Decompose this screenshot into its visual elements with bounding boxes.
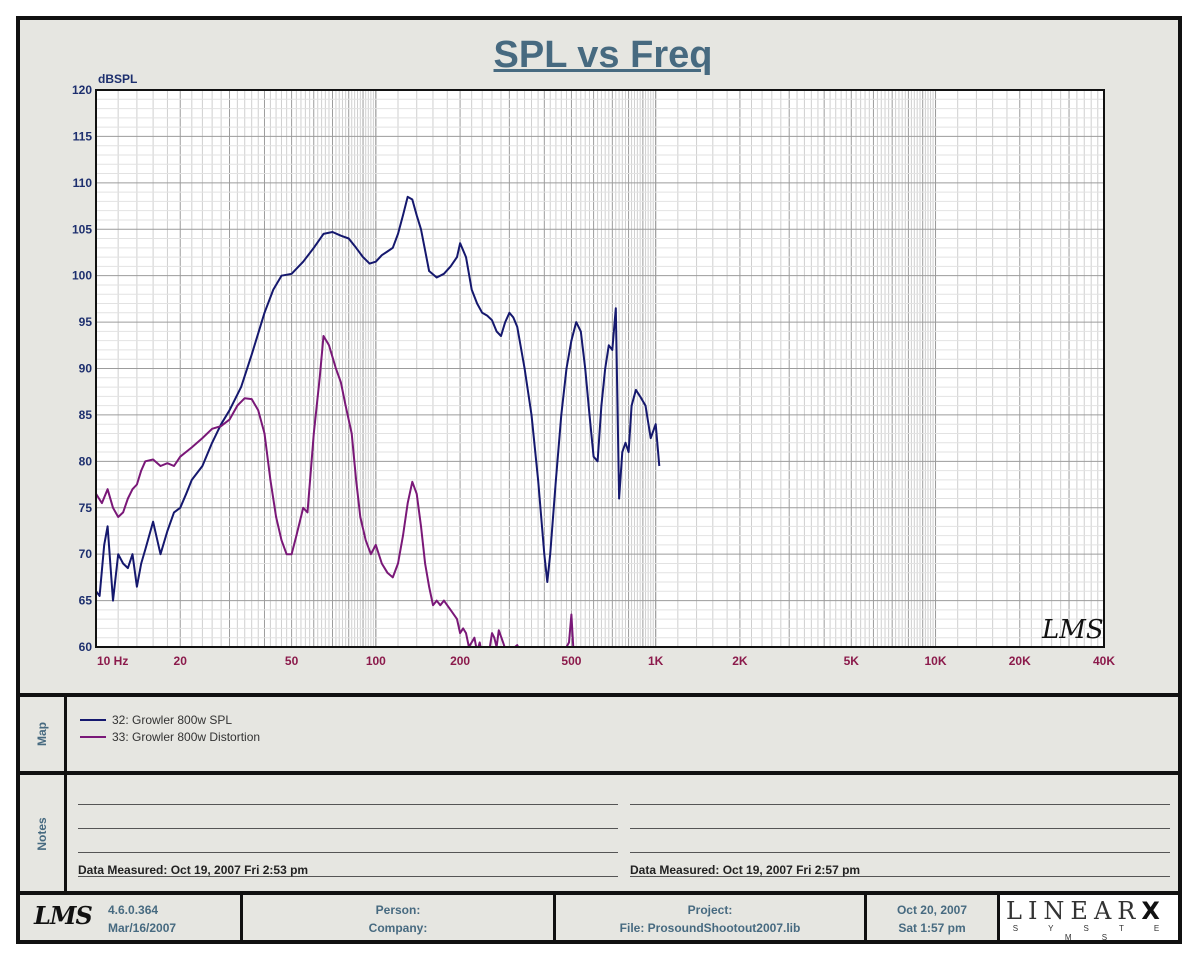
y-tick-label: 60: [79, 640, 93, 654]
note-line: [630, 804, 1170, 805]
y-tick-label: 120: [72, 83, 92, 97]
footer-day-time: Sat 1:57 pm: [898, 921, 966, 935]
y-tick-label: 90: [79, 362, 93, 376]
note-line: [78, 852, 618, 853]
footer-file: File: ProsoundShootout2007.lib: [619, 921, 801, 935]
x-tick-label: 500: [561, 654, 581, 668]
divider-map: [20, 693, 1178, 697]
y-tick-label: 75: [79, 501, 93, 515]
chart-series: [96, 195, 661, 647]
divider-footer: [20, 891, 1178, 895]
y-tick-label: 100: [72, 269, 92, 283]
x-tick-label: 20K: [1009, 654, 1031, 668]
x-tick-label: 1K: [648, 654, 664, 668]
linearx-brand-x: X: [1141, 897, 1166, 925]
report-frame: SPL vs Freq 120 115 110 105 100 95 90 85 80 75 70 6…: [16, 16, 1182, 944]
plot-border: [95, 89, 1105, 648]
footer-divider: [240, 895, 243, 940]
note-line: [78, 804, 618, 805]
map-label-divider: [64, 697, 67, 771]
y-tick-label: 110: [73, 176, 93, 190]
note-measured-left: Data Measured: Oct 19, 2007 Fri 2:53 pm: [78, 863, 309, 877]
footer-project: Project:: [687, 903, 733, 917]
y-tick-label: 105: [72, 222, 92, 236]
linearx-brand: LINEAR: [1006, 897, 1142, 925]
note-line: [78, 828, 618, 829]
chart-grid: [96, 90, 1104, 647]
linearx-wordmark: LINEARX: [1006, 897, 1166, 925]
footer-date: Oct 20, 2007: [896, 903, 968, 917]
series-line-distortion: [96, 335, 575, 647]
legend-item-spl[interactable]: 32: Growler 800w SPL: [80, 713, 232, 727]
notes-label-divider: [64, 775, 67, 891]
y-tick-label: 70: [79, 547, 93, 561]
x-tick-label: 50: [285, 654, 299, 668]
y-tick-label: 115: [73, 129, 93, 143]
divider-notes: [20, 771, 1178, 775]
y-axis-label: dBSPL: [98, 72, 137, 86]
legend-label-spl: 32: Growler 800w SPL: [112, 713, 233, 727]
footer-date-cell: Oct 20, 2007 Sat 1:57 pm: [867, 895, 997, 940]
note-line: [630, 876, 1170, 877]
linearx-sub: S Y S T E M S: [1012, 924, 1174, 942]
lms-logo: LMS: [34, 901, 93, 930]
x-tick-label: 20: [174, 654, 188, 668]
x-tick-label: 10 Hz: [97, 654, 128, 668]
map-label: Map: [35, 722, 49, 746]
footer-person: Person:: [375, 903, 421, 917]
x-tick-label: 100: [366, 654, 386, 668]
x-tick-label: 5K: [844, 654, 860, 668]
map-section: Map 32: Growler 800w SPL 33: Growler 800…: [20, 697, 1178, 771]
notes-label: Notes: [35, 817, 49, 851]
series-line-spl: [96, 195, 661, 602]
note-measured-right: Data Measured: Oct 19, 2007 Fri 2:57 pm: [630, 863, 861, 877]
notes-section: Notes Data Measured: Oct 19, 2007 Fri 2:…: [20, 775, 1178, 891]
lms-watermark: LMS: [1041, 615, 1104, 645]
footer-divider: [553, 895, 556, 940]
footer-divider: [997, 895, 1000, 940]
x-tick-label: 10K: [925, 654, 947, 668]
footer-version: 4.6.0.364: [108, 903, 159, 917]
legend-label-distortion: 33: Growler 800w Distortion: [112, 730, 261, 744]
note-line: [630, 828, 1170, 829]
footer-divider: [864, 895, 867, 940]
legend-swatch-spl: [80, 719, 106, 721]
y-tick-label: 85: [79, 408, 93, 422]
footer-version-date: Mar/16/2007: [108, 921, 177, 935]
x-tick-label: 2K: [732, 654, 748, 668]
note-line: [78, 876, 618, 877]
x-tick-label: 200: [450, 654, 470, 668]
legend-swatch-distortion: [80, 736, 106, 738]
linearx-logo: LINEARX S Y S T E M S: [1000, 895, 1178, 942]
y-tick-label: 65: [79, 594, 93, 608]
x-tick-label: 40K: [1093, 654, 1115, 668]
footer-company: Company:: [368, 921, 428, 935]
chart-title: SPL vs Freq: [493, 34, 713, 76]
footer-version-cell: LMS 4.6.0.364 Mar/16/2007: [20, 895, 240, 940]
y-tick-label: 80: [79, 454, 93, 468]
note-line: [630, 852, 1170, 853]
footer: LMS 4.6.0.364 Mar/16/2007 Person: Compan…: [20, 895, 1178, 942]
legend-item-distortion[interactable]: 33: Growler 800w Distortion: [80, 730, 260, 744]
spl-chart: 120 115 110 105 100 95 90 85 80 75 70 65 60 10 Hz 20 50…: [72, 72, 1115, 668]
chart-ticks: 120 115 110 105 100 95 90 85 80 75 70 65 60 10 Hz 20 50…: [72, 83, 1115, 668]
footer-person-cell: Person: Company:: [243, 895, 553, 940]
footer-project-cell: Project: File: ProsoundShootout2007.lib: [556, 895, 864, 940]
y-tick-label: 95: [79, 315, 93, 329]
